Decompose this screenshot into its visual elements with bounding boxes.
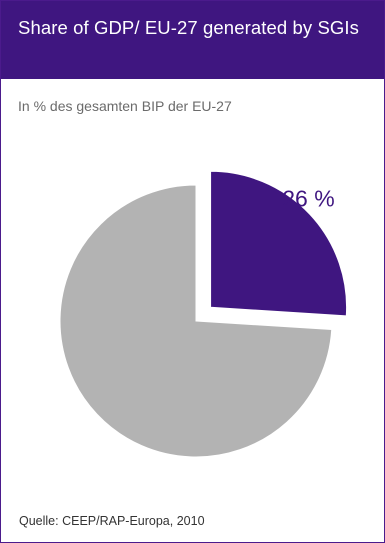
chart-title: Share of GDP/ EU-27 generated by SGIs [18, 17, 359, 38]
pie-slice-1 [59, 184, 333, 458]
pie-labels: 26 % [282, 186, 334, 212]
pie-slices [59, 170, 348, 458]
pie-slice-label-0: 26 % [282, 186, 334, 212]
source-note: Quelle: CEEP/RAP-Europa, 2010 [19, 514, 205, 528]
pie-chart: 26 % [59, 170, 348, 458]
title-bar: Share of GDP/ EU-27 generated by SGIs [1, 1, 384, 79]
chart-subtitle: In % des gesamten BIP der EU-27 [18, 98, 232, 114]
pie-slice-0 [210, 170, 348, 317]
